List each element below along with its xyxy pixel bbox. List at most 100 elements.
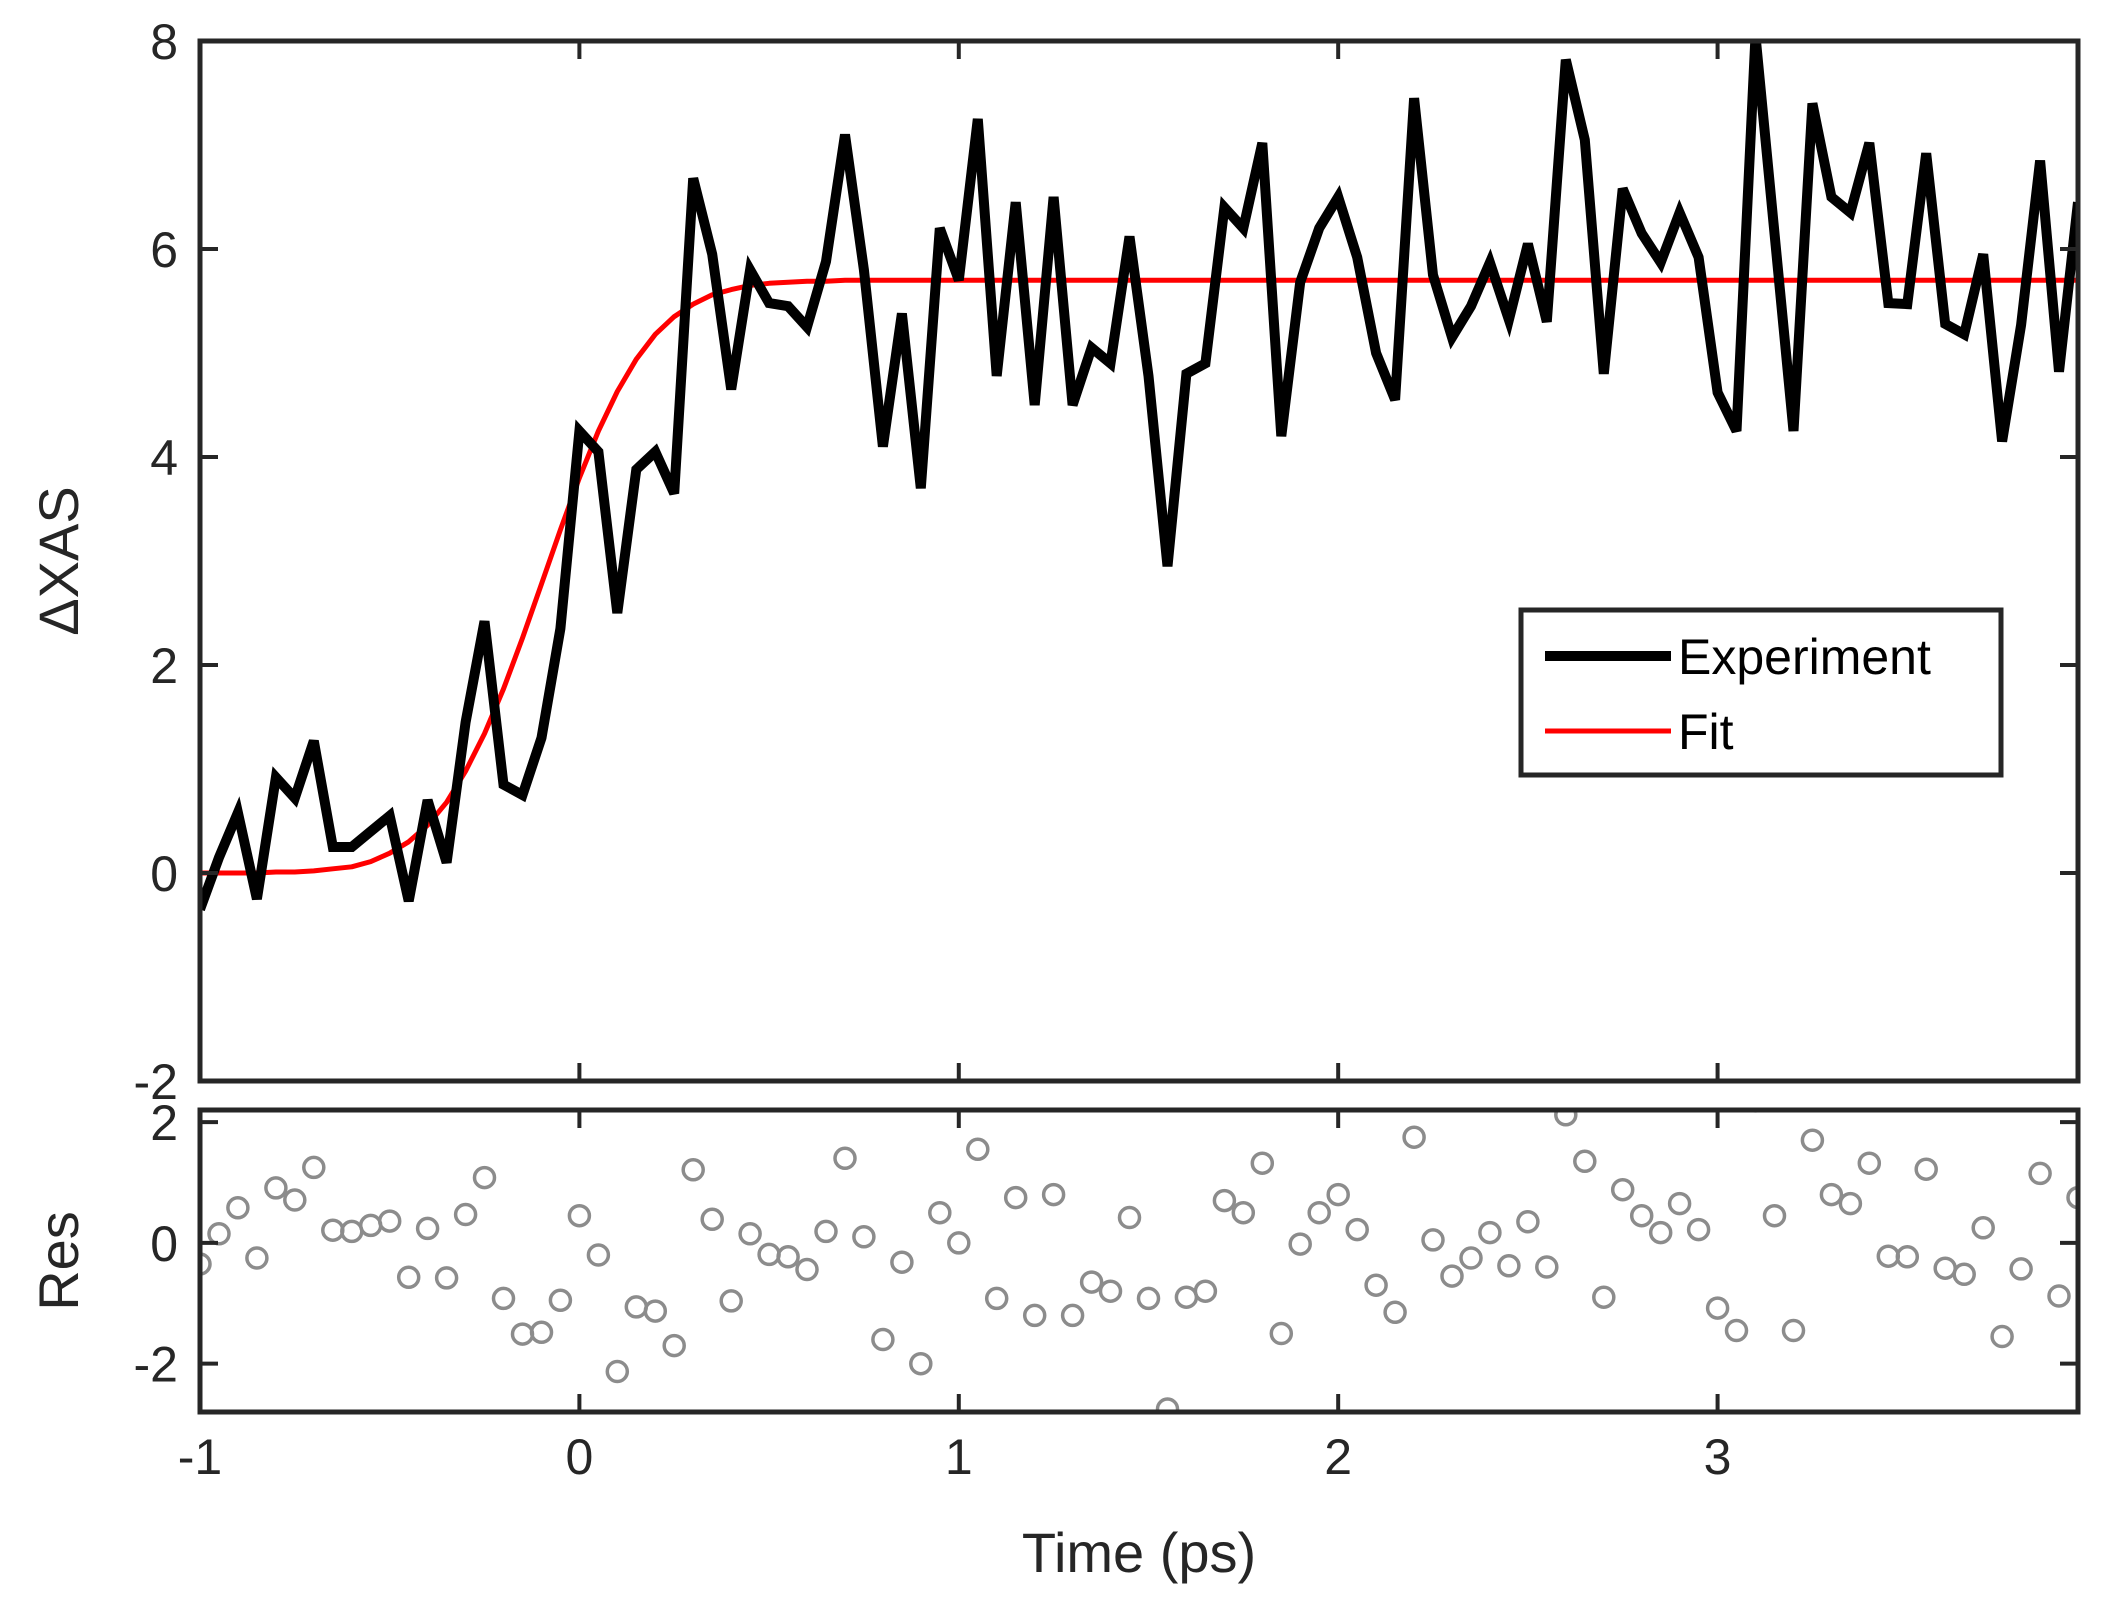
residual-point [1762, 1203, 1787, 1228]
residual-point [1155, 1397, 1180, 1412]
residual-point [2028, 1161, 2052, 1186]
residual-point [1535, 1255, 1559, 1279]
x-tick-label: -1 [178, 1429, 222, 1485]
residual-point [795, 1257, 819, 1282]
residual-point [302, 1155, 326, 1180]
residual-point [1098, 1279, 1123, 1303]
residual-point [1250, 1151, 1275, 1175]
residual-point [1781, 1318, 1806, 1343]
residual-point [453, 1202, 478, 1227]
residual-point [1800, 1128, 1825, 1152]
residual-point [928, 1200, 952, 1225]
x-tick-label: 0 [565, 1429, 593, 1485]
main-axes-box [197, 38, 2081, 1084]
residual-point [776, 1245, 800, 1269]
residual-point [1440, 1264, 1464, 1288]
residual-y-tick-labels: -2 0 2 [134, 1095, 178, 1393]
residual-y-tick-label: 0 [150, 1216, 178, 1272]
x-tick-label: 3 [1704, 1429, 1732, 1485]
residual-point [567, 1203, 592, 1228]
residual-plot-area [200, 1110, 2078, 1412]
residual-point [605, 1359, 630, 1384]
residual-point [548, 1288, 573, 1313]
x-axis-label: Time (ps) [1022, 1521, 1256, 1584]
residual-point [833, 1146, 857, 1171]
main-y-tick-label: 0 [150, 846, 178, 902]
residual-point [2009, 1257, 2033, 1281]
residual-point [245, 1246, 269, 1270]
residual-point [1079, 1270, 1104, 1294]
main-panel: -2 0 2 4 6 8 ΔXAS Experiment Fit [27, 14, 2081, 1110]
residual-point [1838, 1191, 1863, 1216]
residual-y-tick-label: 2 [150, 1095, 178, 1151]
x-tick-labels: -1 0 1 2 3 [178, 1429, 1732, 1485]
residual-point [1326, 1182, 1350, 1207]
residual-point [1421, 1228, 1445, 1252]
residual-point [871, 1327, 895, 1352]
residual-point [814, 1219, 838, 1244]
residual-point [2066, 1185, 2078, 1210]
residual-point [1003, 1185, 1028, 1210]
main-y-tick-label: 6 [150, 222, 178, 278]
residual-point [1857, 1151, 1882, 1175]
residual-point [1307, 1200, 1331, 1225]
residual-point [1610, 1177, 1635, 1202]
residual-point [1497, 1254, 1521, 1278]
residual-point [1117, 1205, 1142, 1230]
residual-axes-box [197, 1107, 2081, 1415]
residual-point [1895, 1245, 1920, 1269]
residual-point [1686, 1217, 1711, 1242]
residual-point [377, 1209, 402, 1233]
residual-point [1554, 1110, 1578, 1127]
residual-point [1990, 1324, 2014, 1349]
residual-point [207, 1222, 231, 1246]
main-y-tick-label: 4 [150, 430, 178, 486]
residual-y-tick-label: -2 [134, 1337, 178, 1393]
residual-point [1402, 1125, 1426, 1149]
residual-point [415, 1216, 440, 1241]
residual-point [1819, 1182, 1844, 1207]
residual-point [434, 1266, 459, 1290]
residual-point [1345, 1217, 1369, 1242]
residual-point [1060, 1303, 1085, 1328]
residual-point [738, 1222, 762, 1246]
residual-point [1212, 1188, 1237, 1213]
residual-point [396, 1265, 421, 1290]
residual-point [852, 1225, 876, 1249]
residual-point [472, 1165, 497, 1190]
residual-point [1914, 1157, 1938, 1181]
residual-point [283, 1188, 307, 1212]
residual-point [226, 1196, 250, 1220]
main-y-tick-label: -2 [134, 1054, 178, 1110]
residual-point [1592, 1285, 1616, 1309]
residual-point [1478, 1220, 1502, 1245]
residual-point [1269, 1321, 1294, 1346]
main-y-axis-label: ΔXAS [27, 486, 90, 635]
residual-point [662, 1333, 686, 1358]
residual-point [1573, 1149, 1597, 1174]
legend-experiment-label: Experiment [1678, 629, 1931, 685]
residual-point [1971, 1216, 1995, 1240]
residual-point [1022, 1303, 1047, 1328]
residual-points [200, 1110, 2078, 1412]
residual-point [1136, 1286, 1161, 1311]
residual-point [700, 1207, 724, 1232]
residual-point [1041, 1182, 1066, 1207]
residual-point [1364, 1273, 1388, 1297]
residual-point [1193, 1279, 1218, 1303]
main-y-tick-label: 8 [150, 14, 178, 70]
residual-point [1288, 1232, 1312, 1256]
residual-point [529, 1320, 554, 1345]
residual-point [1231, 1200, 1256, 1225]
residual-panel: -2 0 2 -1 0 1 2 3 Res Time (ps) [27, 1095, 2081, 1584]
residual-point [586, 1243, 611, 1267]
residual-y-axis-label: Res [27, 1211, 90, 1311]
legend: Experiment Fit [1518, 607, 2004, 778]
residual-point [200, 1252, 212, 1276]
residual-point [719, 1289, 743, 1313]
main-y-tick-labels: -2 0 2 4 6 8 [134, 14, 178, 1110]
residual-point [2047, 1284, 2071, 1308]
x-tick-label: 1 [945, 1429, 973, 1485]
experiment-series-line [200, 41, 2078, 912]
